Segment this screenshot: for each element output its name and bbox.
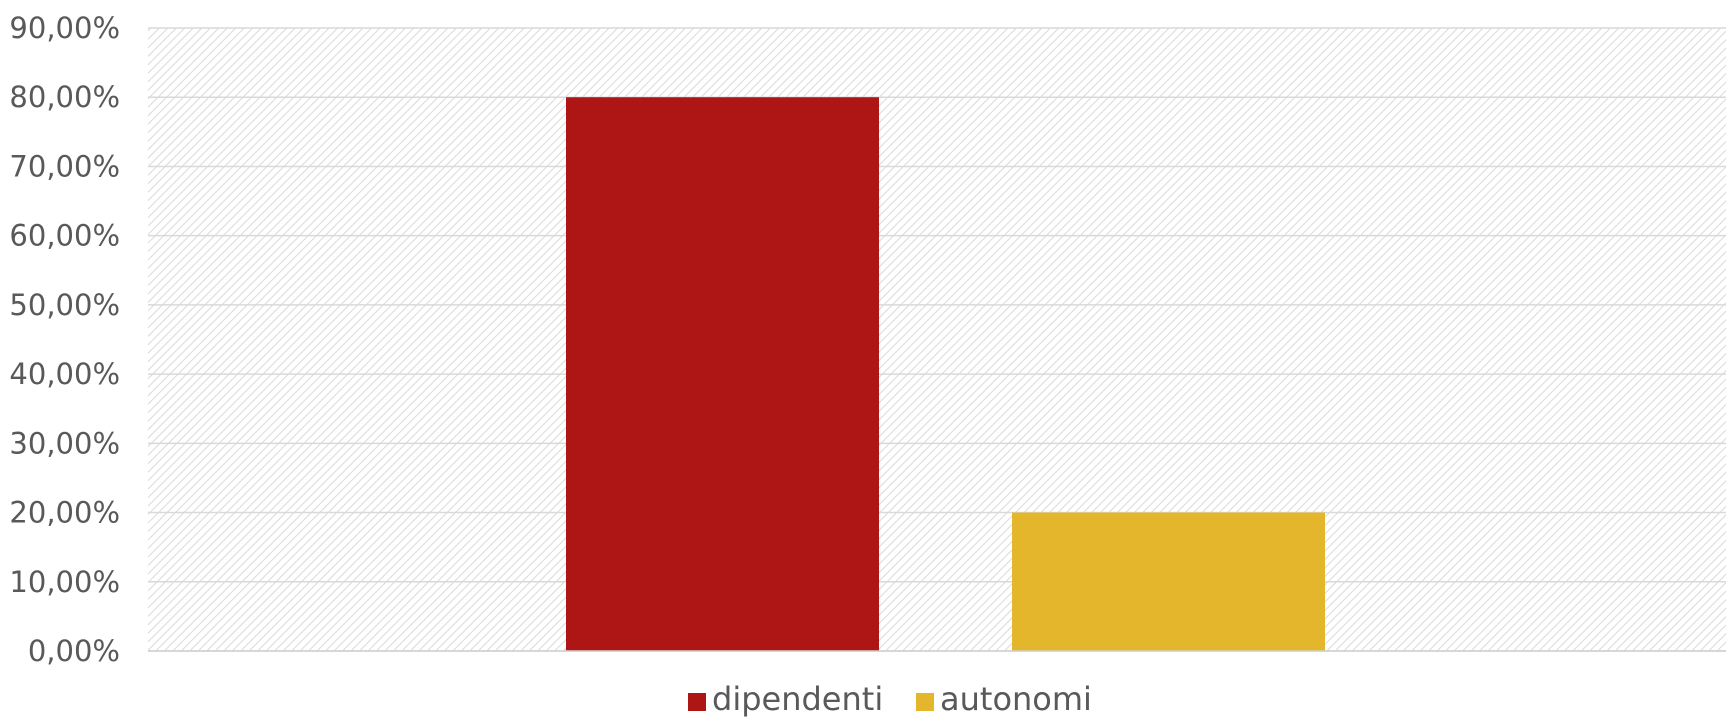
y-tick-label: 60,00% xyxy=(9,219,120,253)
y-tick-label: 80,00% xyxy=(9,80,120,114)
legend: dipendenti autonomi xyxy=(688,680,1092,718)
gridlines xyxy=(148,27,1726,652)
y-tick-label: 70,00% xyxy=(9,149,120,183)
bars xyxy=(566,97,1325,651)
legend-swatch-dipendenti xyxy=(688,693,706,711)
y-tick-label: 40,00% xyxy=(9,357,120,391)
y-tick-label: 90,00% xyxy=(9,11,120,45)
legend-swatch-autonomi xyxy=(916,693,934,711)
bar-autonomi xyxy=(1012,512,1325,651)
y-tick-label: 20,00% xyxy=(9,496,120,530)
plot-area-background xyxy=(148,28,1726,651)
legend-label-dipendenti: dipendenti xyxy=(712,680,883,718)
y-tick-label: 50,00% xyxy=(9,288,120,322)
y-axis-tick-labels: 0,00% 10,00% 20,00% 30,00% 40,00% 50,00% 60,00… xyxy=(9,11,120,668)
bar-dipendenti xyxy=(566,97,879,651)
y-tick-label: 0,00% xyxy=(28,634,120,668)
y-tick-label: 10,00% xyxy=(9,565,120,599)
legend-label-autonomi: autonomi xyxy=(940,680,1092,718)
y-tick-label: 30,00% xyxy=(9,426,120,460)
